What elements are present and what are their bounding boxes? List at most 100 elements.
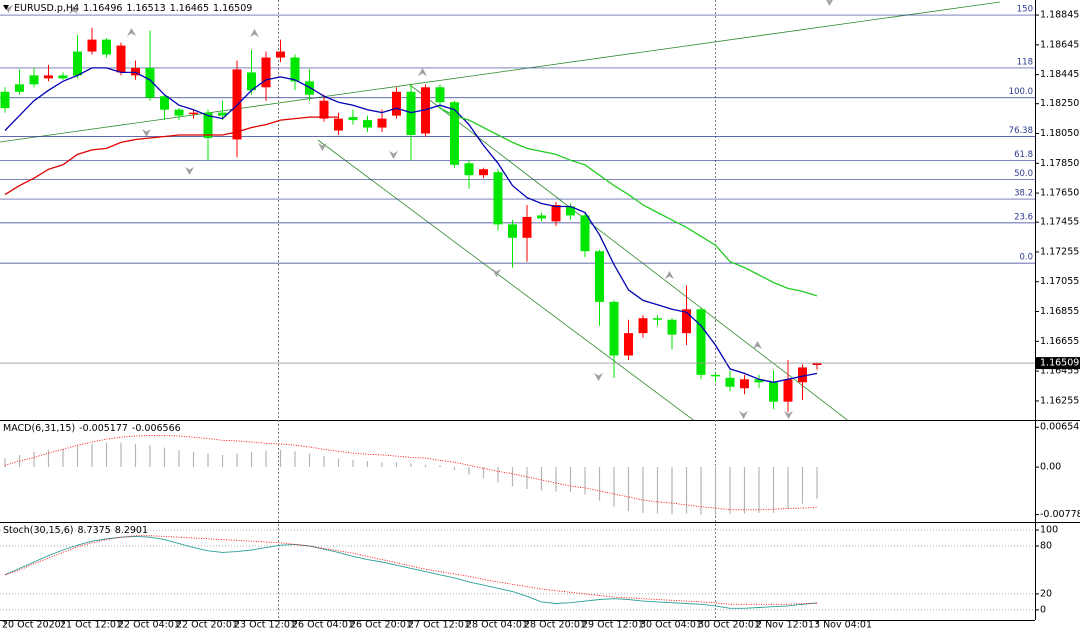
indicator-name: Stoch(30,15,6) <box>3 525 74 536</box>
candle-body <box>247 72 256 91</box>
candle-body <box>421 87 430 134</box>
candle-body <box>638 318 648 334</box>
candle-body <box>334 118 343 131</box>
candle-body <box>189 112 198 115</box>
symbol-menu-icon[interactable] <box>3 5 9 10</box>
x-tick-label: 22 Oct 20:01 <box>176 620 238 631</box>
y-tick-label: 0 <box>1040 604 1046 615</box>
fib-level-label: 61.8 <box>1014 150 1033 160</box>
current-price-box <box>1036 357 1080 370</box>
x-tick-label: 29 Oct 12:01 <box>582 620 644 631</box>
candle-body <box>29 75 39 85</box>
moving-average <box>439 107 818 297</box>
candle-body <box>653 318 662 320</box>
x-tick-label: 26 Oct 20:01 <box>350 620 412 631</box>
ohlc-high: 1.16513 <box>126 3 165 14</box>
candle-body <box>740 379 749 389</box>
candle-body <box>131 67 140 76</box>
fib-level-label: 118 <box>1017 57 1033 67</box>
y-tick-label: -0.007785 <box>1040 509 1080 520</box>
x-tick-label: 28 Oct 20:01 <box>524 620 586 631</box>
candle-body <box>464 163 474 176</box>
trend-line <box>0 1 1001 143</box>
candle-body <box>145 67 155 98</box>
candle-body <box>696 309 706 375</box>
y-tick-label: 1.18445 <box>1040 69 1079 80</box>
candle-body <box>769 382 778 402</box>
candle-body <box>392 91 401 116</box>
candle-body <box>203 112 213 138</box>
y-tick-label: 1.16655 <box>1040 336 1079 347</box>
candle-body <box>682 309 691 334</box>
current-price-label: 1.16509 <box>1040 358 1079 369</box>
x-tick-label: 22 Oct 04:01 <box>118 620 180 631</box>
stoch-main <box>4 535 818 609</box>
x-tick-label: 21 Oct 12:01 <box>60 620 122 631</box>
candle-body <box>566 206 575 216</box>
x-tick-label: 2 Nov 12:01 <box>756 620 814 631</box>
y-tick-label: 100 <box>1040 525 1058 536</box>
fib-level-label: 150 <box>1017 5 1033 15</box>
candle-body <box>116 45 126 73</box>
y-tick-label: 0.00 <box>1040 462 1061 473</box>
moving-average <box>4 67 818 383</box>
candle-body <box>812 363 822 366</box>
moving-average <box>4 116 339 196</box>
ohlc-low: 1.16465 <box>170 3 209 14</box>
channel-line <box>317 139 694 420</box>
fib-level-label: 76.38 <box>1009 126 1033 136</box>
x-tick-label: 27 Oct 12:01 <box>408 620 470 631</box>
macd-value: -0.005177 <box>79 423 128 434</box>
stoch-signal <box>4 535 818 605</box>
candle-body <box>624 333 633 356</box>
candle-body <box>44 75 53 79</box>
fib-level-label: 23.6 <box>1014 212 1033 222</box>
channel-line <box>409 84 849 420</box>
candle-body <box>595 251 604 302</box>
y-tick-label: 1.17455 <box>1040 217 1079 228</box>
candle-body <box>58 75 68 79</box>
x-tick-label: 3 Nov 04:01 <box>814 620 872 631</box>
indicator-name: MACD(6,31,15) <box>3 423 75 434</box>
candle-body <box>160 96 169 110</box>
drawing-objects <box>0 0 1001 420</box>
candle-body <box>479 169 488 176</box>
fib-level-label: 0.0 <box>1019 253 1033 263</box>
candle-body <box>508 224 517 238</box>
stoch-title: Stoch(30,15,6) 8.7375 8.2901 <box>3 525 148 536</box>
x-tick-label: 23 Oct 12:01 <box>234 620 296 631</box>
y-tick-label: 1.18845 <box>1040 10 1079 21</box>
y-tick-label: 1.16855 <box>1040 306 1079 317</box>
stoch-main-value: 8.7375 <box>78 525 111 536</box>
candle-body <box>15 84 24 92</box>
y-tick-label: 80 <box>1040 541 1052 552</box>
candle-body <box>319 100 329 119</box>
candle-body <box>667 319 677 335</box>
y-tick-label: 1.17255 <box>1040 246 1079 257</box>
candle-body <box>218 112 227 116</box>
candle-body <box>276 51 285 58</box>
ohlc-open: 1.16496 <box>83 3 122 14</box>
y-tick-label: 1.16255 <box>1040 395 1079 406</box>
y-tick-label: 1.17850 <box>1040 158 1079 169</box>
y-tick-label: 1.18645 <box>1040 39 1079 50</box>
candle-body <box>754 379 764 383</box>
x-tick-label: 30 Oct 20:01 <box>698 620 760 631</box>
candle-body <box>711 374 720 377</box>
fib-level-label: 38.2 <box>1014 189 1033 199</box>
y-tick-label: 1.17650 <box>1040 188 1079 199</box>
chart-title: EURUSD.p,H4 1.16496 1.16513 1.16465 1.16509 <box>14 3 252 14</box>
y-tick-label: 1.17055 <box>1040 276 1079 287</box>
x-tick-label: 26 Oct 04:01 <box>292 620 354 631</box>
candle-body <box>783 379 793 402</box>
candle-body <box>290 57 300 82</box>
candle-body <box>551 205 561 222</box>
macd-signal-value: -0.006566 <box>132 423 181 434</box>
candle-body <box>174 109 184 116</box>
x-tick-label: 28 Oct 04:01 <box>466 620 528 631</box>
symbol: EURUSD.p,H4 <box>14 3 79 14</box>
candle-body <box>102 39 111 55</box>
